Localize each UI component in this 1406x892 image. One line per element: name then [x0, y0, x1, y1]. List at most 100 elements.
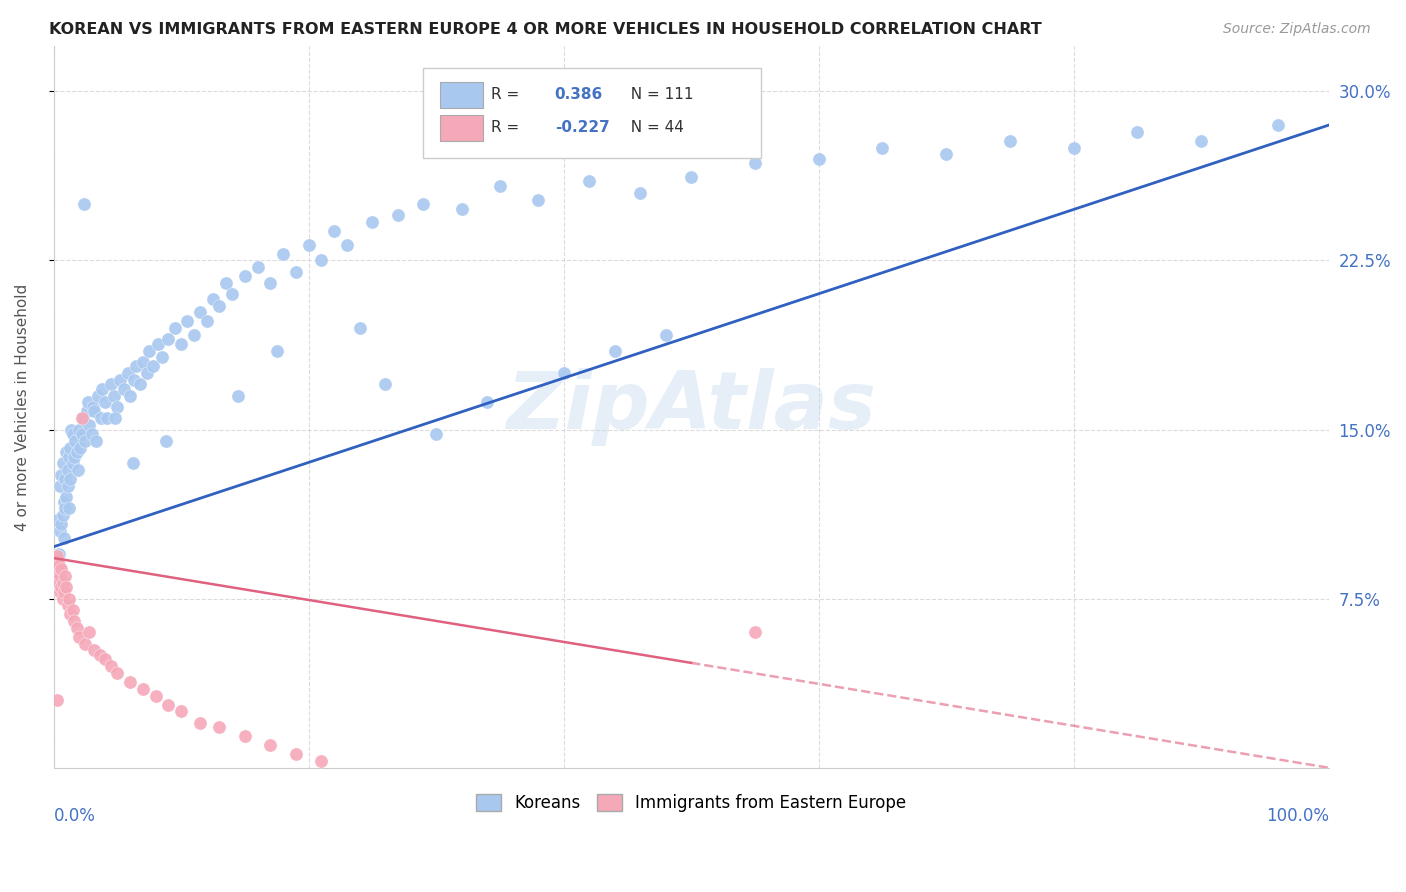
Point — [79, 625, 101, 640]
Point — [150, 351, 173, 365]
Point — [49, 569, 72, 583]
Point — [80, 427, 103, 442]
Point — [117, 366, 139, 380]
Point — [681, 169, 703, 184]
Point — [58, 591, 80, 606]
Point — [125, 359, 148, 374]
Point — [349, 321, 371, 335]
Point — [51, 591, 73, 606]
Point — [1063, 141, 1085, 155]
Point — [75, 637, 97, 651]
Point — [52, 531, 75, 545]
Point — [129, 377, 152, 392]
Text: R =: R = — [491, 120, 524, 136]
Point — [89, 648, 111, 662]
Point — [1267, 118, 1289, 132]
Point — [425, 427, 447, 442]
Point — [51, 467, 73, 482]
Point — [578, 174, 600, 188]
Point — [84, 434, 107, 448]
Point — [58, 450, 80, 464]
Point — [336, 237, 359, 252]
Point — [233, 729, 256, 743]
Point — [93, 395, 115, 409]
Point — [188, 305, 211, 319]
Point — [104, 411, 127, 425]
Point — [170, 704, 193, 718]
Point — [527, 193, 550, 207]
FancyBboxPatch shape — [440, 81, 484, 108]
Point — [112, 382, 135, 396]
Point — [935, 147, 957, 161]
Point — [215, 276, 238, 290]
Point — [142, 359, 165, 374]
Text: N = 111: N = 111 — [621, 87, 693, 102]
Point — [51, 508, 73, 523]
FancyBboxPatch shape — [423, 68, 761, 158]
Point — [998, 134, 1021, 148]
Point — [298, 237, 321, 252]
Point — [96, 411, 118, 425]
Point — [105, 665, 128, 680]
Point — [83, 643, 105, 657]
Point — [46, 693, 69, 707]
Point — [60, 423, 83, 437]
Point — [654, 327, 676, 342]
Text: KOREAN VS IMMIGRANTS FROM EASTERN EUROPE 4 OR MORE VEHICLES IN HOUSEHOLD CORRELA: KOREAN VS IMMIGRANTS FROM EASTERN EUROPE… — [49, 22, 1042, 37]
Point — [52, 585, 75, 599]
Point — [201, 292, 224, 306]
Point — [70, 427, 93, 442]
Text: 0.386: 0.386 — [555, 87, 603, 102]
Point — [75, 434, 97, 448]
Point — [259, 276, 281, 290]
Y-axis label: 4 or more Vehicles in Household: 4 or more Vehicles in Household — [15, 284, 30, 531]
Text: 0.0%: 0.0% — [53, 807, 96, 825]
Point — [65, 434, 87, 448]
FancyBboxPatch shape — [440, 115, 484, 142]
Point — [56, 599, 79, 613]
Point — [90, 411, 112, 425]
Point — [53, 501, 76, 516]
Point — [59, 607, 82, 622]
Point — [93, 652, 115, 666]
Point — [120, 675, 142, 690]
Point — [163, 321, 186, 335]
Text: N = 44: N = 44 — [621, 120, 683, 136]
Point — [311, 754, 333, 768]
Point — [121, 456, 143, 470]
Point — [63, 450, 86, 464]
Point — [744, 156, 766, 170]
Point — [52, 494, 75, 508]
Point — [122, 373, 145, 387]
Point — [48, 558, 70, 572]
Text: ZipAtlas: ZipAtlas — [506, 368, 876, 446]
Point — [46, 562, 69, 576]
Point — [872, 141, 894, 155]
Point — [73, 197, 96, 211]
Point — [51, 580, 73, 594]
Point — [450, 202, 472, 216]
Point — [82, 400, 104, 414]
Point — [208, 298, 231, 312]
Point — [49, 479, 72, 493]
Point — [59, 441, 82, 455]
Point — [145, 689, 167, 703]
Text: R =: R = — [491, 87, 524, 102]
Point — [53, 569, 76, 583]
Point — [66, 463, 89, 477]
Point — [284, 265, 307, 279]
Point — [188, 715, 211, 730]
Point — [77, 395, 100, 409]
Point — [49, 524, 72, 538]
Point — [246, 260, 269, 275]
Point — [72, 411, 94, 425]
Point — [1189, 134, 1212, 148]
Legend: Koreans, Immigrants from Eastern Europe: Koreans, Immigrants from Eastern Europe — [467, 786, 915, 821]
Point — [475, 395, 498, 409]
Point — [628, 186, 651, 200]
Point — [51, 456, 73, 470]
Point — [374, 377, 396, 392]
Point — [55, 445, 77, 459]
Point — [170, 336, 193, 351]
Point — [53, 472, 76, 486]
